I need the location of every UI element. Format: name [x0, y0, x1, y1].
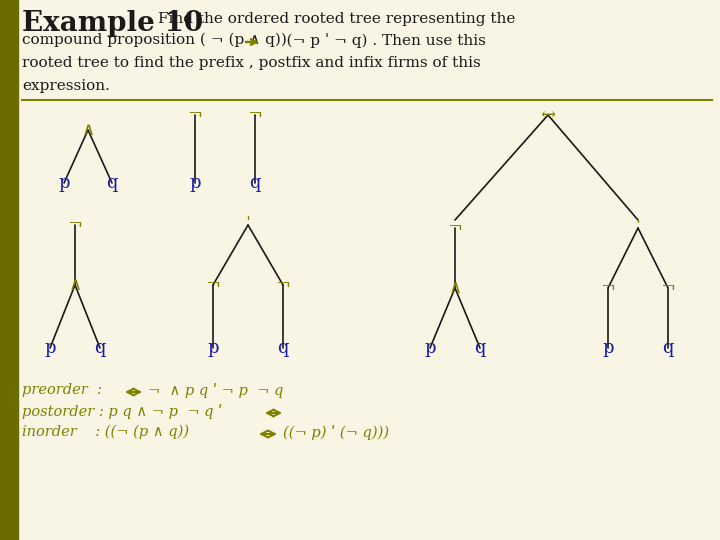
- Text: rooted tree to find the prefix , postfix and infix firms of this: rooted tree to find the prefix , postfix…: [22, 56, 481, 70]
- Text: p: p: [44, 339, 55, 357]
- Text: ˈ: ˈ: [636, 219, 640, 237]
- Text: ∧: ∧: [81, 121, 94, 139]
- Text: ˈ: ˈ: [246, 216, 251, 234]
- Text: Example 10: Example 10: [22, 10, 203, 37]
- Text: compound proposition ( ¬ (p ∧ q)): compound proposition ( ¬ (p ∧ q)): [22, 33, 287, 48]
- Text: ∧: ∧: [68, 276, 81, 294]
- Text: q: q: [249, 174, 261, 192]
- Text: ∧: ∧: [449, 279, 462, 297]
- Text: ¬: ¬: [68, 216, 83, 234]
- Text: ¬: ¬: [248, 106, 263, 124]
- Text: postorder : p q ∧ ¬ p  ¬ q ˈ: postorder : p q ∧ ¬ p ¬ q ˈ: [22, 404, 222, 419]
- Text: (¬ p ˈ ¬ q) . Then use this: (¬ p ˈ ¬ q) . Then use this: [267, 33, 486, 48]
- Text: q: q: [277, 339, 289, 357]
- Bar: [0, 0, 18, 540]
- Text: ¬: ¬: [205, 276, 220, 294]
- Text: expression.: expression.: [22, 79, 110, 93]
- Text: ¬: ¬: [600, 279, 616, 297]
- Text: ((¬ p) ˈ (¬ q))): ((¬ p) ˈ (¬ q))): [283, 425, 389, 440]
- Text: ¬  ∧ p q ˈ ¬ p  ¬ q: ¬ ∧ p q ˈ ¬ p ¬ q: [148, 383, 284, 398]
- Text: q: q: [107, 174, 118, 192]
- Text: p: p: [207, 339, 219, 357]
- Text: ↔: ↔: [541, 106, 556, 124]
- Text: p: p: [424, 339, 436, 357]
- Text: preorder  :: preorder :: [22, 383, 102, 397]
- Text: inorder    : ((¬ (p ∧ q)): inorder : ((¬ (p ∧ q)): [22, 425, 189, 440]
- Text: q: q: [94, 339, 106, 357]
- Text: p: p: [189, 174, 201, 192]
- Text: p: p: [602, 339, 613, 357]
- Text: ¬: ¬: [187, 106, 202, 124]
- Text: p: p: [58, 174, 70, 192]
- Text: q: q: [474, 339, 486, 357]
- Text: ¬: ¬: [660, 279, 675, 297]
- Text: Find the ordered rooted tree representing the: Find the ordered rooted tree representin…: [158, 12, 516, 26]
- Text: q: q: [662, 339, 674, 357]
- Text: ¬: ¬: [448, 219, 462, 237]
- Text: ¬: ¬: [276, 276, 290, 294]
